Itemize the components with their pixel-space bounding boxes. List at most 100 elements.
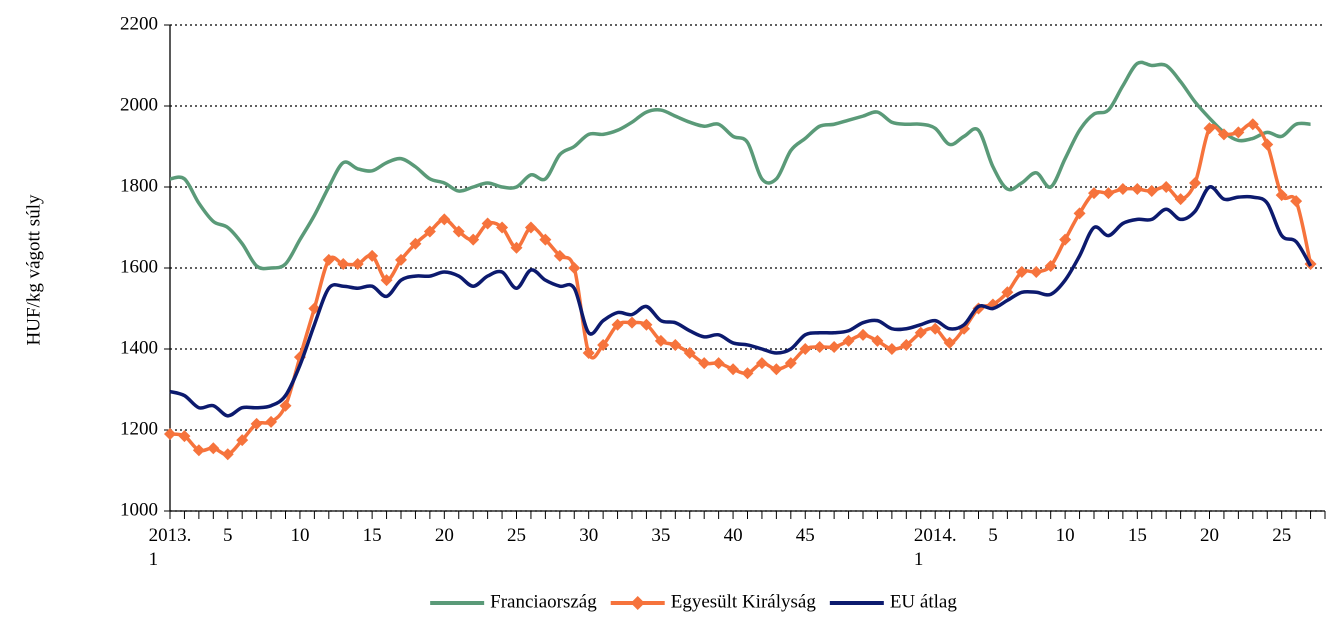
series-marker [1174,193,1187,206]
x-tick-label: 40 [723,525,743,546]
y-tick-label: 2000 [120,94,158,115]
series-marker [1160,181,1173,193]
series-marker [943,336,956,349]
series-marker [640,318,653,331]
x-tick-label: 10 [290,525,310,546]
series-line [169,185,1313,418]
series-marker [337,257,350,270]
series-marker [366,249,379,262]
series-marker [669,338,682,351]
y-tick-label: 1400 [120,337,158,358]
x-tick-label: 5 [223,525,233,546]
series-marker [192,444,205,457]
series-marker [914,326,927,339]
series-marker [799,343,812,355]
x-tick-label: 20 [1200,525,1219,546]
series-marker [467,233,480,246]
series-marker [1203,122,1216,135]
series-marker [1261,138,1274,151]
series-marker [496,221,509,234]
series-marker [626,316,638,329]
series-marker [265,415,278,428]
series-marker [1217,128,1230,141]
series-marker [524,221,537,234]
series-marker [452,225,465,238]
series-marker [654,334,667,347]
series-line [169,122,1313,457]
y-tick-label: 1600 [120,256,158,277]
series-marker [727,363,740,376]
x-tick-label: 30 [579,525,599,546]
series-marker [1088,187,1100,200]
series-marker [871,334,884,347]
series-marker [250,417,263,430]
series-marker [438,213,451,226]
series-marker [279,399,292,412]
series-line [169,60,1311,271]
x-tick-label: 5 [988,525,998,546]
x-tick-label: 2013. 1 [148,525,192,570]
series-marker [1246,118,1259,131]
series-marker [322,253,335,266]
series-marker [481,217,494,230]
series-marker [164,428,176,441]
series-marker [207,442,220,455]
series-marker [236,434,249,447]
series-marker [1102,187,1115,200]
series-marker [813,340,826,353]
series-marker [1145,185,1158,198]
series-marker [900,338,913,351]
series-marker [1232,126,1245,139]
series-marker [568,262,581,274]
series-marker [597,338,610,351]
series-marker [1116,183,1129,196]
y-tick-label: 1800 [120,175,158,196]
series-marker [929,322,942,335]
x-tick-label: 45 [795,525,815,546]
series-marker [1015,266,1028,279]
x-tick-label: 25 [507,525,526,546]
series-marker [885,343,898,355]
y-axis-label: HUF/kg vágott súly [23,194,44,345]
series-marker [712,357,725,370]
series-marker [784,357,797,370]
legend-label: Franciaország [490,591,597,612]
legend-marker [630,596,645,610]
series-marker [828,340,841,353]
legend: Franciaország Egyesült Királyság EU átlag [430,591,957,612]
series-marker [1189,176,1202,189]
series-marker [857,328,869,341]
series-marker [553,249,566,262]
legend-label: Egyesült Királyság [671,591,817,612]
series-marker [351,257,364,270]
series-marker [1275,189,1288,202]
y-tick-label: 2200 [120,13,158,34]
series-marker [755,357,768,370]
x-tick-label: 2014. 1 [913,525,957,570]
series-marker [1131,183,1144,196]
series-marker [395,253,407,266]
series-marker [842,334,855,347]
series-marker [1044,259,1057,272]
series-marker [380,274,393,287]
series-marker [1030,266,1043,279]
legend-label: EU átlag [890,591,958,612]
x-tick-label: 35 [651,525,671,546]
series-marker [178,430,191,443]
y-tick-label: 1000 [120,499,158,520]
series-marker [611,318,624,331]
series-marker [1001,286,1014,299]
series-marker [698,357,711,370]
series-marker [423,225,436,238]
series-marker [539,233,552,246]
x-tick-label: 20 [434,525,454,546]
series-marker [1290,195,1303,208]
x-tick-label: 15 [1127,525,1147,546]
x-tick-label: 10 [1055,525,1075,546]
x-tick-label: 15 [362,525,382,546]
series-marker [770,363,783,376]
series-marker [1073,207,1086,220]
x-tick-label: 25 [1272,525,1292,546]
series-marker [582,347,595,360]
